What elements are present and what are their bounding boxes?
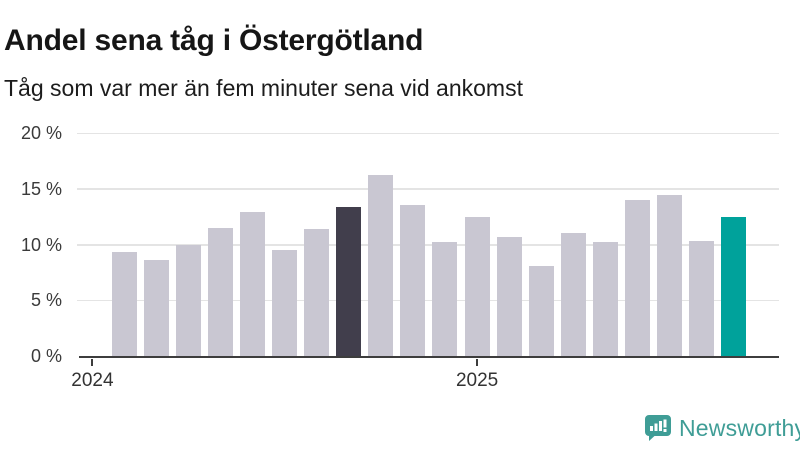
bar [272, 250, 298, 356]
bar [208, 227, 234, 356]
bar [496, 236, 522, 356]
bar [528, 265, 554, 356]
bar [400, 205, 426, 356]
y-axis-label: 0 % [30, 346, 62, 366]
bar [144, 260, 170, 356]
chart-subtitle: Tåg som var mer än fem minuter sena vid … [4, 75, 523, 101]
x-axis-label: 2025 [455, 370, 499, 391]
bar [368, 175, 394, 356]
x-axis-label: 2024 [71, 370, 114, 391]
y-axis: 20 % 15 % 10 % 5 % 0 % [0, 123, 62, 366]
y-axis-label: 15 % [20, 178, 62, 199]
bar [720, 216, 746, 356]
bar [560, 233, 586, 356]
bars-container [79, 133, 779, 356]
bar [112, 252, 137, 356]
newsworthy-logo-icon [645, 415, 671, 441]
bar [240, 212, 266, 356]
y-axis-label: 5 % [30, 290, 62, 311]
bar [176, 244, 202, 356]
bar [592, 242, 618, 356]
bar [688, 241, 714, 356]
bar [304, 228, 330, 356]
plot-area: 2024 2025 [71, 132, 779, 391]
bar [464, 216, 490, 356]
gridline [77, 132, 779, 134]
x-axis-tick [476, 358, 479, 366]
newsworthy-logo-text: Newsworthy [679, 415, 800, 441]
bar [432, 242, 458, 356]
bar [656, 195, 682, 356]
newsworthy-logo: Newsworthy [645, 415, 800, 441]
bar [624, 199, 650, 356]
bar [336, 206, 362, 356]
x-axis-tick [91, 358, 94, 366]
gridline [77, 299, 779, 302]
y-axis-label: 20 % [20, 123, 62, 143]
gridline [77, 188, 779, 190]
gridline [77, 244, 779, 246]
y-axis-label: 10 % [20, 234, 62, 255]
page-title: Andel sena tåg i Östergötland [4, 24, 424, 58]
